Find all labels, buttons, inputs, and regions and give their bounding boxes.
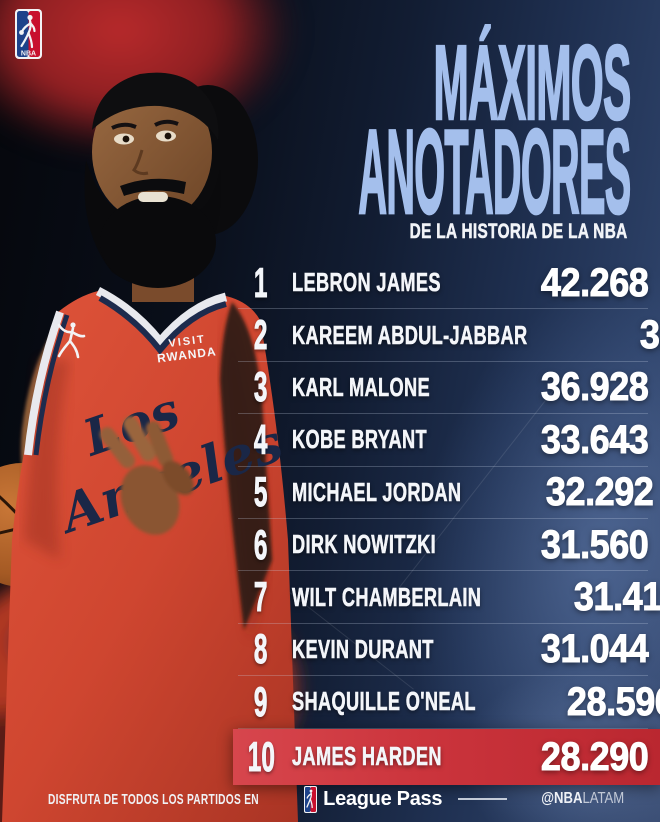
league-pass-label[interactable]: League Pass [323, 787, 443, 810]
player-name: KEVIN DURANT [292, 633, 434, 664]
player-name: KAREEM ABDUL-JABBAR [292, 319, 528, 350]
table-row: 8 KEVIN DURANT 31.044 [238, 624, 649, 677]
title-subtitle: DE LA HISTORIA DE LA NBA [410, 220, 628, 243]
rank-cell: 5 [254, 468, 268, 516]
player-name: KOBE BRYANT [292, 424, 427, 455]
scorers-ranking-list: 1 LEBRON JAMES 42.268 2 KAREEM ABDUL-JAB… [233, 257, 660, 785]
jumpman-icon [57, 322, 86, 359]
footer-promo-text: DISFRUTA DE TODOS LOS PARTIDOS EN [48, 790, 259, 808]
points-value: 28.596 [566, 679, 660, 724]
rank-cell: 1 [254, 258, 268, 306]
table-row: 1 LEBRON JAMES 42.268 [238, 257, 649, 310]
social-handle[interactable]: @NBALATAM [540, 790, 624, 807]
points-value: 33.643 [540, 417, 649, 462]
player-name: LEBRON JAMES [292, 267, 441, 298]
nba-logo: NBA [15, 9, 42, 59]
table-row: 6 DIRK NOWITZKI 31.560 [238, 519, 649, 572]
points-value: 31.419 [574, 575, 660, 620]
table-row-highlighted: 10 JAMES HARDEN 28.290 [233, 728, 660, 785]
title-line-1: MÁXIMOS [433, 24, 632, 142]
table-row: 2 KAREEM ABDUL-JABBAR 38.387 [238, 309, 660, 362]
player-arm-right [220, 302, 272, 630]
table-row: 4 KOBE BRYANT 33.643 [238, 414, 649, 467]
player-name: WILT CHAMBERLAIN [292, 581, 482, 612]
player-name: DIRK NOWITZKI [292, 529, 437, 560]
footer-bar: DISFRUTA DE TODOS LOS PARTIDOS EN League… [48, 784, 624, 814]
title-line-2: ANOTADORES [357, 105, 631, 239]
svg-text:NBA: NBA [21, 51, 36, 58]
rank-cell: 3 [254, 363, 268, 411]
points-value: 42.268 [540, 260, 649, 305]
points-value: 36.928 [540, 365, 649, 410]
rank-cell: 6 [254, 520, 268, 568]
player-name: MICHAEL JORDAN [292, 476, 462, 507]
player-head [84, 72, 258, 302]
rank-cell: 2 [254, 311, 268, 359]
rank-cell: 9 [254, 677, 268, 725]
table-row: 9 SHAQUILLE O'NEAL 28.596 [238, 676, 660, 729]
table-row: 5 MICHAEL JORDAN 32.292 [238, 467, 654, 519]
rank-cell: 7 [254, 573, 268, 621]
svg-text:VISIT: VISIT [168, 333, 207, 349]
player-name: SHAQUILLE O'NEAL [292, 686, 476, 717]
points-value: 28.290 [540, 734, 649, 779]
player-name: KARL MALONE [292, 371, 430, 402]
rank-cell: 4 [254, 415, 268, 463]
player-hand [99, 416, 194, 535]
rank-cell: 10 [247, 732, 276, 780]
points-value: 38.387 [640, 313, 660, 358]
player-name: JAMES HARDEN [292, 741, 442, 772]
points-value: 31.560 [540, 522, 649, 567]
table-row: 7 WILT CHAMBERLAIN 31.419 [238, 571, 660, 624]
table-row: 3 KARL MALONE 36.928 [238, 362, 649, 415]
nba-league-pass-logo-icon [304, 785, 318, 813]
points-value: 31.044 [540, 627, 649, 672]
rank-cell: 8 [254, 625, 268, 673]
footer-divider-line [458, 798, 507, 800]
points-value: 32.292 [545, 470, 654, 515]
